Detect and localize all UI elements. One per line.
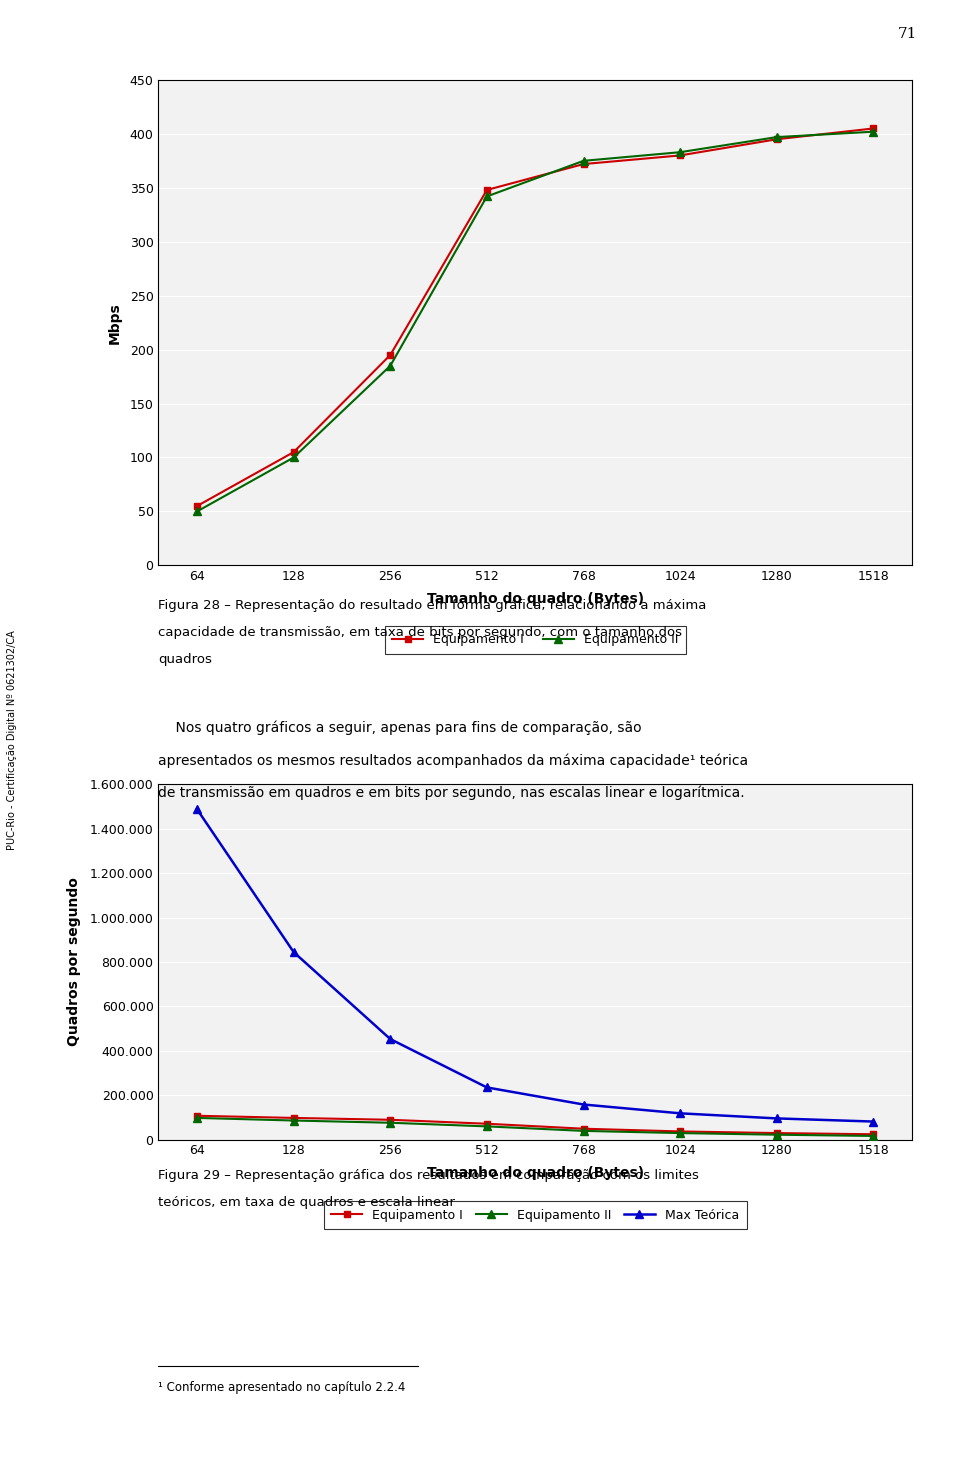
Equipamento I <box>578 155 589 173</box>
Equipamento I <box>868 120 879 138</box>
Equipamento I <box>288 1109 300 1126</box>
Equipamento II <box>771 1126 782 1144</box>
Equipamento II <box>578 1122 589 1140</box>
Equipamento I <box>771 1125 782 1143</box>
Equipamento I <box>385 346 396 364</box>
Equipamento II <box>674 1125 685 1143</box>
Max Teórica <box>481 1079 492 1097</box>
Max Teórica <box>385 1030 396 1048</box>
Y-axis label: Quadros por segundo: Quadros por segundo <box>67 878 82 1046</box>
Equipamento I <box>868 1125 879 1143</box>
Max Teórica <box>674 1104 685 1122</box>
Equipamento II <box>385 357 396 374</box>
Max Teórica <box>868 1113 879 1131</box>
Y-axis label: Mbps: Mbps <box>108 302 121 343</box>
Line: Equipamento II: Equipamento II <box>193 1114 877 1140</box>
Equipamento I <box>288 443 300 460</box>
Text: PUC-Rio - Certificação Digital Nº 0621302/CA: PUC-Rio - Certificação Digital Nº 062130… <box>8 630 17 850</box>
Text: ¹ Conforme apresentado no capítulo 2.2.4: ¹ Conforme apresentado no capítulo 2.2.4 <box>158 1381 406 1394</box>
Text: Figura 28 – Representação do resultado em forma gráfica, relacionando a máxima: Figura 28 – Representação do resultado e… <box>158 599 707 613</box>
Equipamento II <box>191 1109 203 1126</box>
Line: Equipamento I: Equipamento I <box>194 1113 876 1138</box>
Equipamento II <box>481 188 492 206</box>
Legend: Equipamento I, Equipamento II: Equipamento I, Equipamento II <box>385 626 685 654</box>
Text: de transmissão em quadros e em bits por segundo, nas escalas linear e logarítmic: de transmissão em quadros e em bits por … <box>158 786 745 801</box>
X-axis label: Tamanho do quadro (Bytes): Tamanho do quadro (Bytes) <box>426 1166 644 1180</box>
Equipamento I <box>578 1120 589 1138</box>
Equipamento I <box>191 1107 203 1125</box>
Line: Equipamento I: Equipamento I <box>194 124 876 509</box>
Text: Nos quatro gráficos a seguir, apenas para fins de comparação, são: Nos quatro gráficos a seguir, apenas par… <box>158 721 642 736</box>
Equipamento II <box>288 448 300 466</box>
Line: Equipamento II: Equipamento II <box>193 127 877 515</box>
Max Teórica <box>578 1095 589 1113</box>
Max Teórica <box>191 801 203 818</box>
Equipamento I <box>191 497 203 515</box>
Equipamento I <box>481 1114 492 1132</box>
Equipamento II <box>868 1128 879 1146</box>
Text: capacidade de transmissão, em taxa de bits por segundo, com o tamanho dos: capacidade de transmissão, em taxa de bi… <box>158 626 683 639</box>
Text: Figura 29 – Representação gráfica dos resultados em comparação com os limites: Figura 29 – Representação gráfica dos re… <box>158 1169 699 1183</box>
Text: 71: 71 <box>898 27 917 40</box>
Equipamento II <box>481 1117 492 1135</box>
Max Teórica <box>288 943 300 961</box>
Equipamento I <box>674 1122 685 1140</box>
Equipamento I <box>385 1111 396 1129</box>
Equipamento II <box>868 123 879 141</box>
Equipamento II <box>771 129 782 147</box>
Equipamento II <box>578 152 589 170</box>
Equipamento I <box>674 147 685 164</box>
Legend: Equipamento I, Equipamento II, Max Teórica: Equipamento I, Equipamento II, Max Teóri… <box>324 1202 747 1230</box>
Line: Max Teórica: Max Teórica <box>193 805 877 1126</box>
Equipamento II <box>385 1114 396 1132</box>
Max Teórica <box>771 1110 782 1128</box>
Equipamento I <box>481 181 492 198</box>
Text: apresentados os mesmos resultados acompanhados da máxima capacidade¹ teórica: apresentados os mesmos resultados acompa… <box>158 753 749 768</box>
X-axis label: Tamanho do quadro (Bytes): Tamanho do quadro (Bytes) <box>426 592 644 605</box>
Equipamento II <box>191 503 203 521</box>
Equipamento I <box>771 130 782 148</box>
Equipamento II <box>674 144 685 161</box>
Equipamento II <box>288 1111 300 1129</box>
Text: teóricos, em taxa de quadros e escala linear: teóricos, em taxa de quadros e escala li… <box>158 1196 455 1209</box>
Text: quadros: quadros <box>158 653 212 666</box>
